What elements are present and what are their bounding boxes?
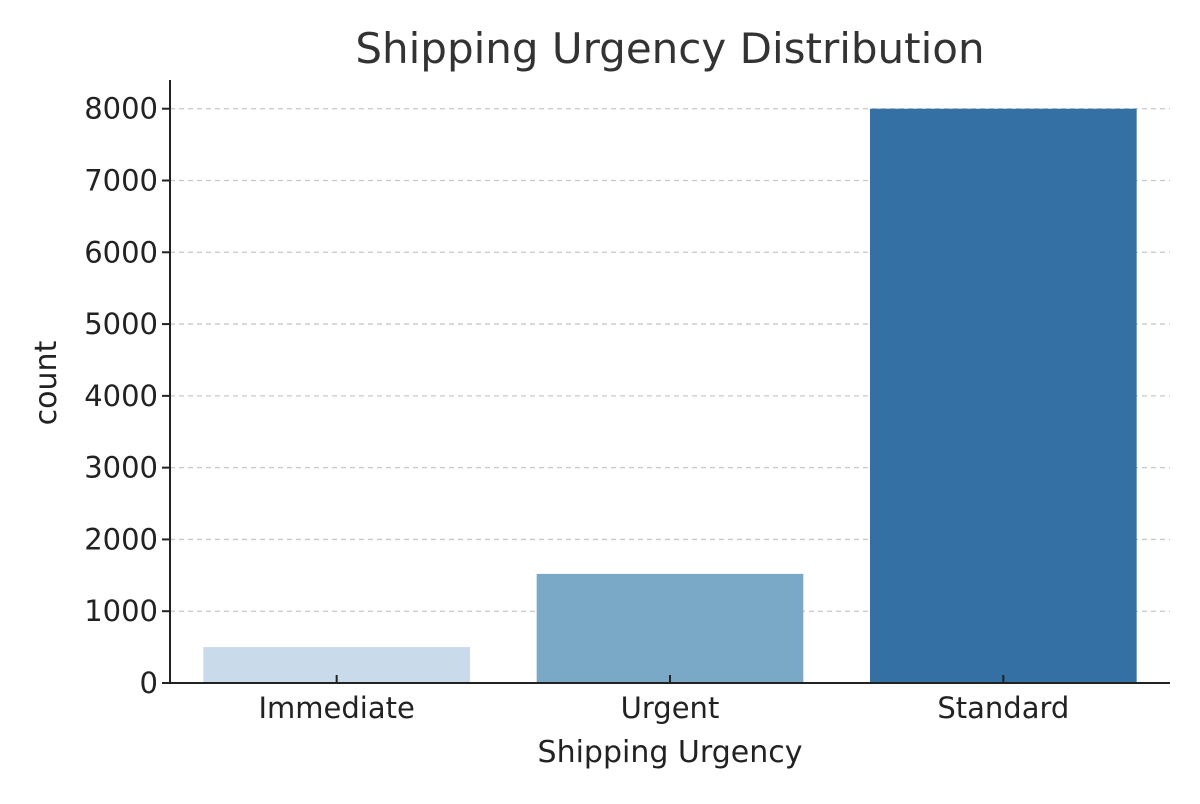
chart-title: Shipping Urgency Distribution <box>355 24 984 73</box>
x-axis-label: Shipping Urgency <box>538 735 803 770</box>
y-tick-label: 8000 <box>84 92 158 126</box>
ticks: 0 1000 2000 3000 4000 5000 6000 7000 8000 Immedia… <box>84 92 1069 725</box>
y-tick-label: 0 <box>140 666 158 700</box>
x-tick-label: Standard <box>937 691 1069 725</box>
y-tick-label: 3000 <box>84 451 158 485</box>
y-tick-label: 5000 <box>84 307 158 341</box>
x-tick-label: Immediate <box>258 691 414 725</box>
y-tick-label: 6000 <box>84 235 158 269</box>
bars <box>203 108 1137 683</box>
bar-urgent <box>536 573 804 683</box>
grid-lines <box>170 108 1170 612</box>
y-axis-label: count <box>29 340 64 425</box>
x-tick-label: Urgent <box>621 691 720 725</box>
y-tick-label: 1000 <box>84 594 158 628</box>
y-tick-label: 4000 <box>84 379 158 413</box>
bar-standard <box>870 108 1137 683</box>
y-tick-label: 7000 <box>84 164 158 198</box>
y-tick-label: 2000 <box>84 522 158 556</box>
